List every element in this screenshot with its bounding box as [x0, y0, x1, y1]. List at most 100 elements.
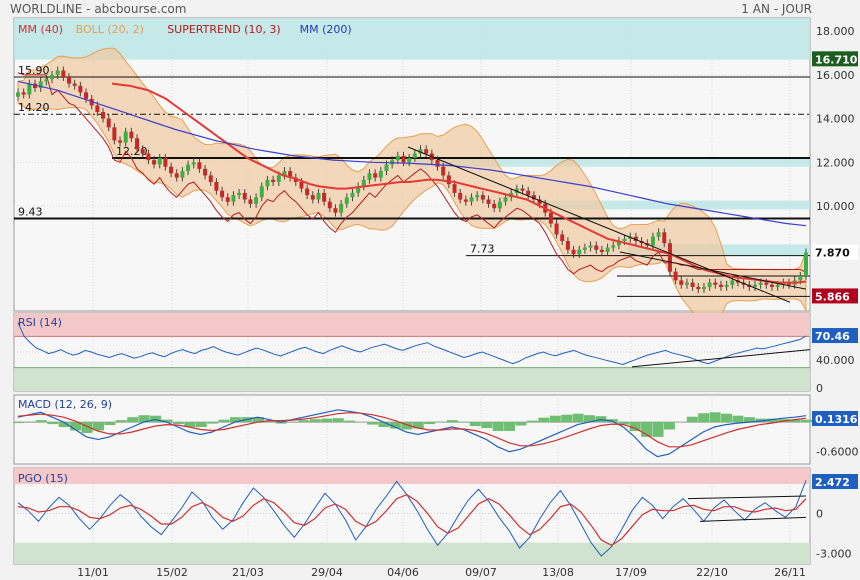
trend-line [407, 146, 791, 303]
price-y-tick: 10.000 [816, 200, 855, 213]
candle-body [208, 175, 213, 182]
price-y-tick: 14.000 [816, 113, 855, 126]
candle-body [435, 160, 440, 167]
candle-body [611, 245, 616, 248]
bollinger-band [17, 47, 807, 325]
candle-body [588, 245, 593, 248]
candle-body [441, 166, 446, 176]
pgo-tag: 2.472 [815, 476, 850, 489]
candle-body [225, 197, 230, 202]
macd-hist-bar [115, 420, 127, 423]
rsi-trend-line [631, 349, 811, 368]
candle-body [27, 83, 32, 95]
macd-line [17, 409, 807, 458]
candle-body [684, 282, 689, 285]
candle-body [690, 282, 695, 287]
x-tick-label: 29/04 [311, 566, 343, 579]
candle-body [129, 131, 134, 139]
macd-hist-bar [35, 420, 47, 423]
x-tick-label: 09/07 [465, 566, 497, 579]
pgo-lower-zone [14, 542, 810, 564]
rsi-overbought-zone [14, 313, 810, 337]
macd-hist-bar [766, 418, 778, 423]
candle-body [186, 164, 191, 172]
macd-hist-bar [709, 412, 721, 423]
macd-hist-bar [229, 417, 241, 423]
pgo-upper-zone [14, 468, 810, 484]
macd-hist-bar [389, 422, 401, 429]
candle-body [554, 223, 559, 235]
candle-body [804, 252, 808, 277]
ma200-line [17, 80, 807, 227]
chart-period: 1 AN - JOUR [741, 2, 812, 16]
rsi-title: RSI (14) [18, 316, 62, 329]
macd-hist-bar [367, 422, 379, 425]
macd-hist-bar [70, 422, 82, 431]
candle-body [152, 160, 157, 165]
macd-hist-bar [481, 422, 493, 429]
candle-body [305, 188, 310, 196]
macd-hist-bar [264, 421, 276, 423]
macd-hist-bar [150, 415, 162, 423]
rsi-oversold-zone [14, 367, 810, 391]
x-tick-label: 26/11 [774, 566, 806, 579]
candle-body [248, 199, 253, 204]
candle-body [730, 280, 735, 285]
level-label: 15.90 [18, 64, 50, 77]
candle-body [237, 192, 242, 196]
candle-body [265, 179, 270, 187]
macd-hist-bar [161, 419, 173, 423]
tag-7870-bg [812, 244, 858, 260]
pgo-signal-line [17, 494, 807, 546]
x-tick-label: 11/01 [77, 566, 109, 579]
tag-7870: 7.870 [815, 247, 850, 260]
macd-hist-bar [618, 422, 630, 425]
candle-body [446, 175, 451, 185]
x-tick-label: 15/02 [156, 566, 188, 579]
candle-body [350, 192, 355, 198]
macd-hist-bar [81, 422, 93, 433]
macd-hist-bar [309, 419, 321, 423]
pgo-channel-top [687, 495, 807, 500]
candle-body [271, 179, 276, 182]
candle-body [384, 164, 389, 172]
rsi-y-tick: 0 [816, 382, 823, 395]
candle-body [123, 131, 128, 143]
macd-hist-bar [218, 419, 230, 423]
candle-body [378, 171, 383, 178]
candle-body [146, 153, 151, 161]
candle-body [758, 282, 763, 285]
candle-body [242, 192, 247, 200]
macd-hist-bar [58, 422, 70, 428]
macd-tag-bg [812, 411, 858, 426]
candle-body [174, 173, 179, 178]
resistance-zone-top [14, 18, 810, 60]
trend-line-2 [619, 251, 807, 290]
tag-5866-bg [812, 288, 858, 304]
candle-body [118, 140, 123, 143]
macd-hist-bar [13, 422, 24, 424]
level-label: 7.73 [470, 243, 495, 256]
macd-hist-bar [538, 417, 550, 423]
macd-hist-bar [789, 419, 801, 423]
level-label: 9.43 [18, 206, 43, 219]
macd-hist-bar [298, 420, 310, 423]
macd-hist-bar [801, 419, 812, 423]
candle-body [344, 197, 349, 204]
candle-body [560, 234, 565, 242]
level-label: 14.20 [18, 101, 50, 114]
candle-body [775, 284, 780, 287]
candle-body [781, 282, 786, 285]
candle-body [622, 238, 627, 242]
candle-body [463, 199, 468, 202]
candle-body [480, 195, 485, 200]
candle-body [259, 186, 264, 198]
candle-body [577, 249, 582, 255]
candle-body [599, 249, 604, 252]
candle-body [254, 197, 259, 204]
rsi-line [17, 322, 807, 366]
macd-tag: 0.1316 [815, 413, 858, 426]
macd-hist-bar [332, 418, 344, 423]
candle-body [497, 201, 502, 209]
candle-body [21, 92, 26, 95]
